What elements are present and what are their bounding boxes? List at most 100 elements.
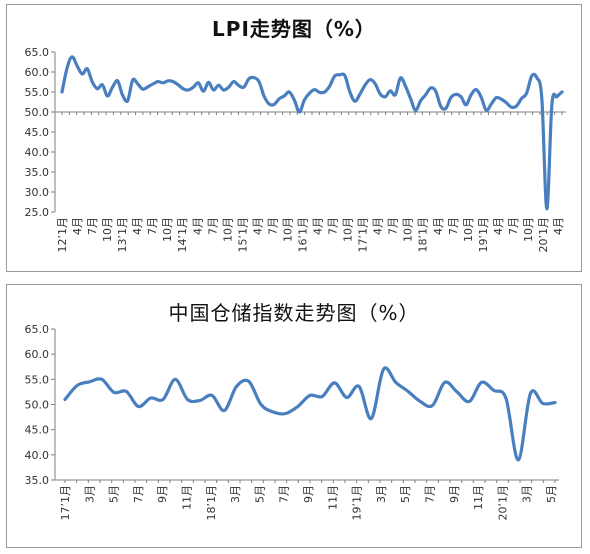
warehouse-index-line-chart: 65.0 60.0 55.0 50.0 45.0 40.0 35.0 17’1月 3月 5月 7月 9… xyxy=(25,323,559,521)
data-point xyxy=(211,394,213,397)
lpi-chart-panel: LPI走势图（%） 65.0 60.0 55.0 50.0 45.0 40.0 35.0 30… xyxy=(6,4,582,272)
data-point xyxy=(106,95,109,97)
data-point xyxy=(157,80,159,83)
x-tick-label: 9月 xyxy=(156,485,169,503)
chart-title: LPI走势图（%） xyxy=(212,17,376,41)
data-point xyxy=(541,97,543,99)
x-tick-label: 13’1月 xyxy=(116,217,129,253)
x-tick-label: 20’1月 xyxy=(537,217,550,253)
x-tick-label: 10月 xyxy=(161,217,174,242)
x-tick-label: 5月 xyxy=(108,485,121,503)
x-tick-label: 15’1月 xyxy=(236,217,249,253)
data-point xyxy=(500,98,503,100)
data-point xyxy=(395,381,397,384)
data-point xyxy=(248,380,250,383)
data-point xyxy=(283,95,286,97)
x-tick-label: 4月 xyxy=(251,217,264,235)
x-tick-label: 7月 xyxy=(206,217,219,235)
data-point xyxy=(61,91,63,93)
x-tick-label: 7月 xyxy=(86,217,99,235)
data-point xyxy=(125,390,128,393)
data-point xyxy=(465,104,467,106)
x-tick-label: 17’1月 xyxy=(357,217,370,253)
x-tick-label: 4月 xyxy=(432,217,445,235)
data-point xyxy=(207,81,210,84)
data-point xyxy=(243,86,245,88)
data-point xyxy=(535,76,538,79)
data-point xyxy=(554,401,556,404)
data-point xyxy=(222,89,225,91)
data-point xyxy=(121,94,124,96)
data-point xyxy=(440,105,442,108)
data-point xyxy=(404,85,407,87)
x-tick-label: 5月 xyxy=(253,485,266,503)
data-point xyxy=(273,103,275,106)
x-tick-label: 10月 xyxy=(281,217,294,242)
data-point xyxy=(546,208,548,210)
data-point xyxy=(419,400,422,403)
x-tick-label: 19’1月 xyxy=(477,217,490,253)
data-point xyxy=(455,93,457,96)
data-point xyxy=(227,86,230,88)
data-point xyxy=(238,84,240,87)
data-point xyxy=(480,381,483,384)
data-point xyxy=(260,403,262,406)
data-point xyxy=(354,100,356,102)
data-point xyxy=(131,79,134,81)
x-tick-label: 7月 xyxy=(424,485,437,503)
y-tick-label: 50.0 xyxy=(25,106,50,119)
y-tick-label: 40.0 xyxy=(25,146,50,159)
data-point xyxy=(328,85,331,87)
data-point xyxy=(258,80,260,83)
data-point xyxy=(253,76,255,79)
data-point xyxy=(525,92,528,94)
data-point xyxy=(424,94,427,96)
data-point xyxy=(456,391,458,393)
data-point xyxy=(429,87,432,89)
data-point xyxy=(530,75,533,77)
x-tick-label: 4月 xyxy=(552,217,565,235)
x-tick-label: 4月 xyxy=(191,217,204,235)
data-point xyxy=(199,399,201,402)
data-point xyxy=(520,97,523,100)
data-point xyxy=(495,96,498,99)
x-tick-label: 9月 xyxy=(302,485,315,503)
data-point xyxy=(561,91,563,93)
data-point xyxy=(174,378,177,381)
data-point xyxy=(510,106,513,108)
data-point xyxy=(186,398,189,401)
series-line xyxy=(60,55,564,211)
x-tick-label: 7月 xyxy=(327,217,340,235)
y-tick-label: 30.0 xyxy=(25,186,50,199)
y-tick-label: 25.0 xyxy=(25,206,50,219)
data-point xyxy=(272,411,275,413)
data-point xyxy=(64,398,66,401)
data-point xyxy=(346,396,348,399)
lpi-line-chart: 65.0 60.0 55.0 50.0 45.0 40.0 35.0 30.0 25.0 12’1… xyxy=(25,46,566,253)
x-tick-label: 5月 xyxy=(545,485,558,503)
data-point xyxy=(197,82,200,84)
data-point xyxy=(142,88,144,90)
data-point xyxy=(284,412,287,415)
x-tick-label: 19’1月 xyxy=(351,485,364,521)
x-tick-label: 4月 xyxy=(312,217,325,235)
data-point xyxy=(468,400,471,403)
data-point xyxy=(414,109,417,112)
data-point xyxy=(81,73,83,75)
y-tick-label: 55.0 xyxy=(25,373,50,386)
x-tick-label: 7月 xyxy=(146,217,159,235)
data-point xyxy=(162,82,164,84)
data-point xyxy=(321,395,324,398)
data-point xyxy=(101,378,103,381)
data-point xyxy=(309,394,311,397)
data-point xyxy=(223,409,226,412)
y-tick-label: 35.0 xyxy=(25,474,50,487)
x-tick-label: 18’1月 xyxy=(417,217,430,253)
data-point xyxy=(76,65,78,67)
data-point xyxy=(409,97,412,100)
x-tick-label: 10月 xyxy=(462,217,475,242)
data-point xyxy=(268,103,270,105)
data-point xyxy=(450,96,452,99)
warehouse-index-chart-panel: 中国仓储指数走势图（%） 65.0 60.0 55.0 50.0 45.0 40.0 35.… xyxy=(6,284,582,548)
chart-title: 中国仓储指数走势图（%） xyxy=(168,301,420,325)
